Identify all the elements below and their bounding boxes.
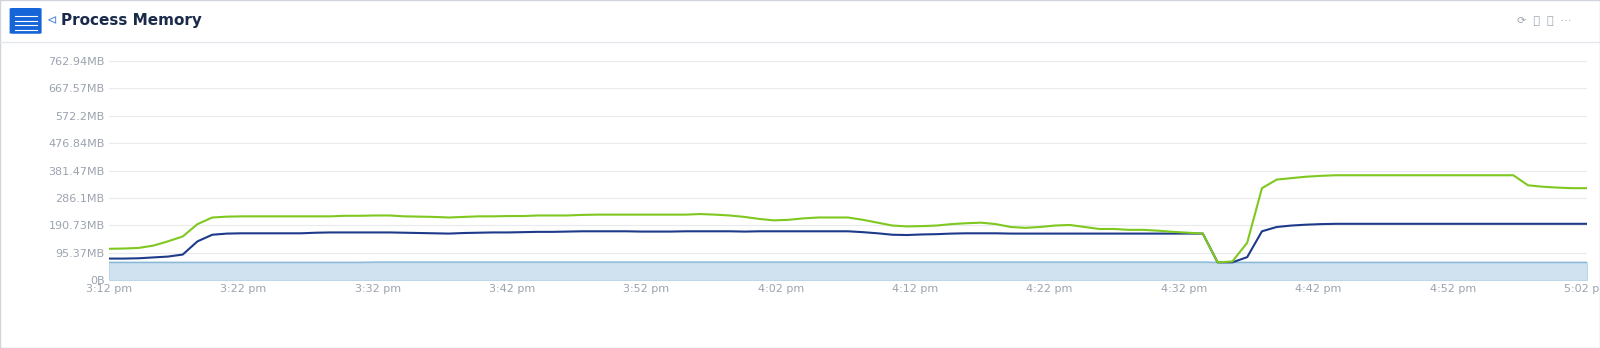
Text: ⊲: ⊲ [46,14,58,27]
FancyBboxPatch shape [10,8,42,34]
Text: ⟳  ⬜  ⛶  ···: ⟳ ⬜ ⛶ ··· [1517,16,1571,26]
Text: Process Memory: Process Memory [61,13,202,29]
